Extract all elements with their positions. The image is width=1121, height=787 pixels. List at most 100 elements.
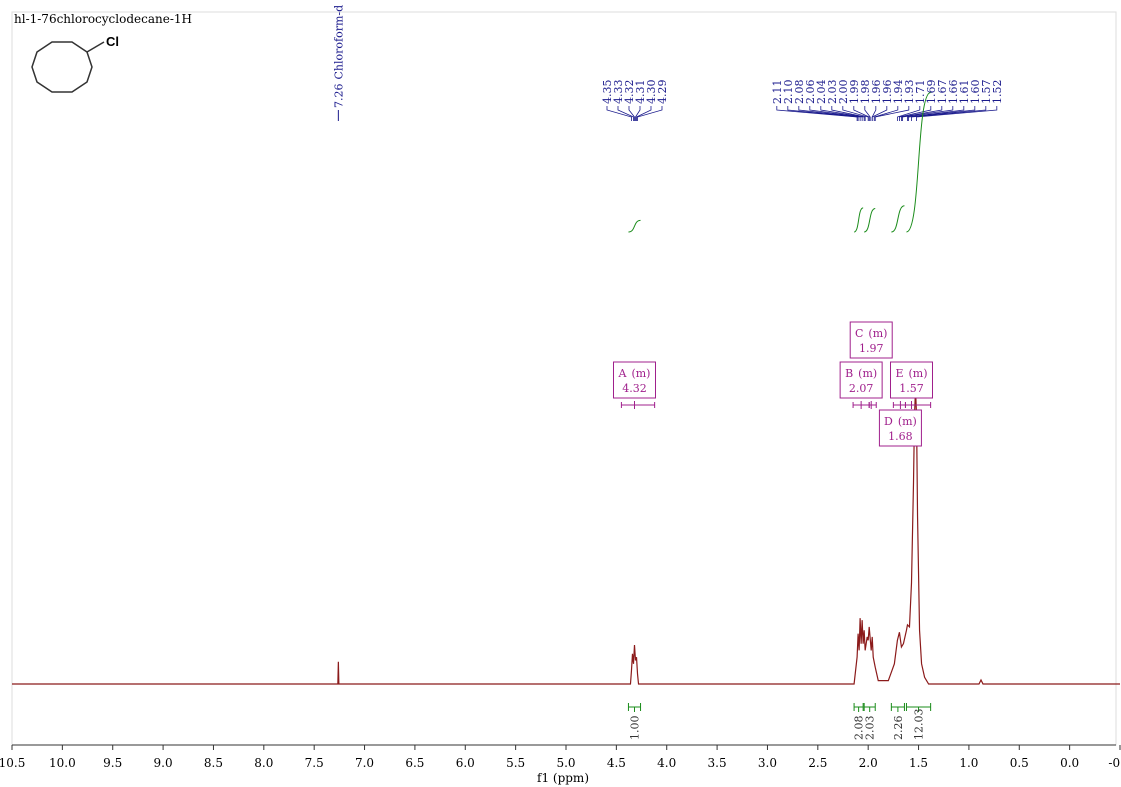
peak-label: 1.57 [980, 80, 993, 105]
multiplet-letter: D [884, 415, 893, 428]
multiplet-name: E (m) [895, 367, 927, 380]
integral-curve [853, 207, 864, 233]
spectrum-line [12, 389, 1120, 685]
title: hl-1-76chlorocyclodecane-1H [14, 12, 192, 26]
peak-connector [916, 106, 998, 121]
multiplet-range [904, 402, 932, 408]
peak-label: 1.98 [859, 80, 872, 105]
peak-label: 2.04 [815, 80, 828, 105]
peak-connector [636, 106, 652, 121]
multiplet-shift: 1.68 [888, 430, 913, 443]
substituent-label: Cl [106, 34, 119, 49]
multiplet-name: A (m) [618, 367, 651, 380]
peak-label: 1.94 [892, 80, 905, 105]
peak-connector [637, 106, 663, 121]
x-tick-label: 2.0 [859, 756, 878, 770]
peak-label: 1.96 [870, 80, 883, 105]
integral-label: 12.03 [913, 709, 926, 741]
peak-label: 1.93 [903, 80, 916, 105]
peak-connector [635, 106, 641, 121]
peak-connector [874, 106, 910, 121]
multiplet-type: (m) [858, 367, 877, 380]
peak-label: 1.99 [848, 80, 861, 105]
integral-curve [906, 91, 932, 233]
peak-label: 2.10 [782, 80, 795, 105]
x-tick-label: 5.5 [506, 756, 525, 770]
peak-connector [787, 106, 859, 121]
multiplet-letter: A [618, 367, 628, 380]
x-tick-label: -0.5 [1108, 756, 1121, 770]
multiplet-box [889, 361, 933, 399]
peak-connector [873, 106, 899, 121]
peak-connector [896, 106, 921, 121]
peak-connector [901, 106, 943, 121]
multiplet-name: C (m) [855, 327, 887, 340]
peak-label: 4.35 [601, 80, 614, 105]
integral-label: 1.00 [628, 716, 641, 741]
integral-curve [863, 207, 876, 233]
x-tick-label: 4.0 [657, 756, 676, 770]
plot-frame [11, 11, 1117, 746]
multiplet-range [620, 402, 656, 408]
peak-label: 4.32 [623, 80, 636, 105]
x-tick-label: 1.0 [959, 756, 978, 770]
peak-connector [899, 106, 932, 121]
peak-label: 1.71 [914, 80, 927, 105]
x-tick-label: 10.5 [0, 756, 25, 770]
x-axis-label: f1 (ppm) [537, 771, 589, 785]
multiplet-letter: B [845, 367, 853, 380]
integral-label: 2.03 [864, 716, 877, 741]
multiplet-name: B (m) [845, 367, 877, 380]
peak-label: 1.52 [991, 80, 1004, 105]
peak-label: 2.00 [837, 80, 850, 105]
multiplet-letter: E [895, 367, 903, 380]
solvent-name: Chloroform-d [332, 5, 345, 80]
peak-label: 4.33 [612, 80, 625, 105]
multiplet-letter: C [855, 327, 863, 340]
peak-connector [864, 106, 871, 121]
multiplet-shift: 1.97 [859, 342, 884, 355]
peak-connector [908, 106, 976, 121]
peak-connector [902, 106, 954, 121]
integral-curve [891, 205, 905, 233]
multiplet-type: (m) [631, 367, 650, 380]
multiplet-shift: 4.32 [622, 382, 647, 395]
x-tick-label: 9.0 [154, 756, 173, 770]
peak-label: 2.03 [826, 80, 839, 105]
x-tick-label: 6.5 [405, 756, 424, 770]
molecule-bond [86, 41, 105, 53]
x-tick-label: 8.5 [204, 756, 223, 770]
multiplet-box [878, 409, 922, 447]
x-tick-label: 0.0 [1060, 756, 1079, 770]
peak-connector [606, 106, 632, 121]
peak-label: 1.69 [925, 80, 938, 105]
multiplet-box [849, 321, 893, 359]
peak-label: 4.31 [634, 80, 647, 105]
x-tick-label: 10.0 [49, 756, 76, 770]
multiplet-shift: 2.07 [849, 382, 874, 395]
peak-connector [820, 106, 865, 121]
x-tick-label: 2.5 [808, 756, 827, 770]
peak-connector [911, 106, 987, 121]
peak-connector [853, 106, 870, 121]
multiplet-range [868, 402, 877, 408]
x-tick-label: 3.0 [758, 756, 777, 770]
multiplet-box [839, 361, 883, 399]
x-tick-label: 6.0 [456, 756, 475, 770]
x-tick-label: 1.5 [909, 756, 928, 770]
x-tick-label: 0.5 [1010, 756, 1029, 770]
peak-connector [798, 106, 861, 121]
peak-connector [809, 106, 863, 121]
x-tick-label: 5.0 [556, 756, 575, 770]
multiplet-type: (m) [868, 327, 887, 340]
integral-curve [628, 219, 641, 233]
multiplet-shift: 1.57 [899, 382, 924, 395]
peak-connector [831, 106, 866, 121]
peak-label: 1.96 [881, 80, 894, 105]
peak-connector [628, 106, 635, 121]
peak-connector [842, 106, 869, 121]
peak-label: 1.61 [958, 80, 971, 105]
multiplet-name: D (m) [884, 415, 917, 428]
peak-connector [907, 106, 965, 121]
